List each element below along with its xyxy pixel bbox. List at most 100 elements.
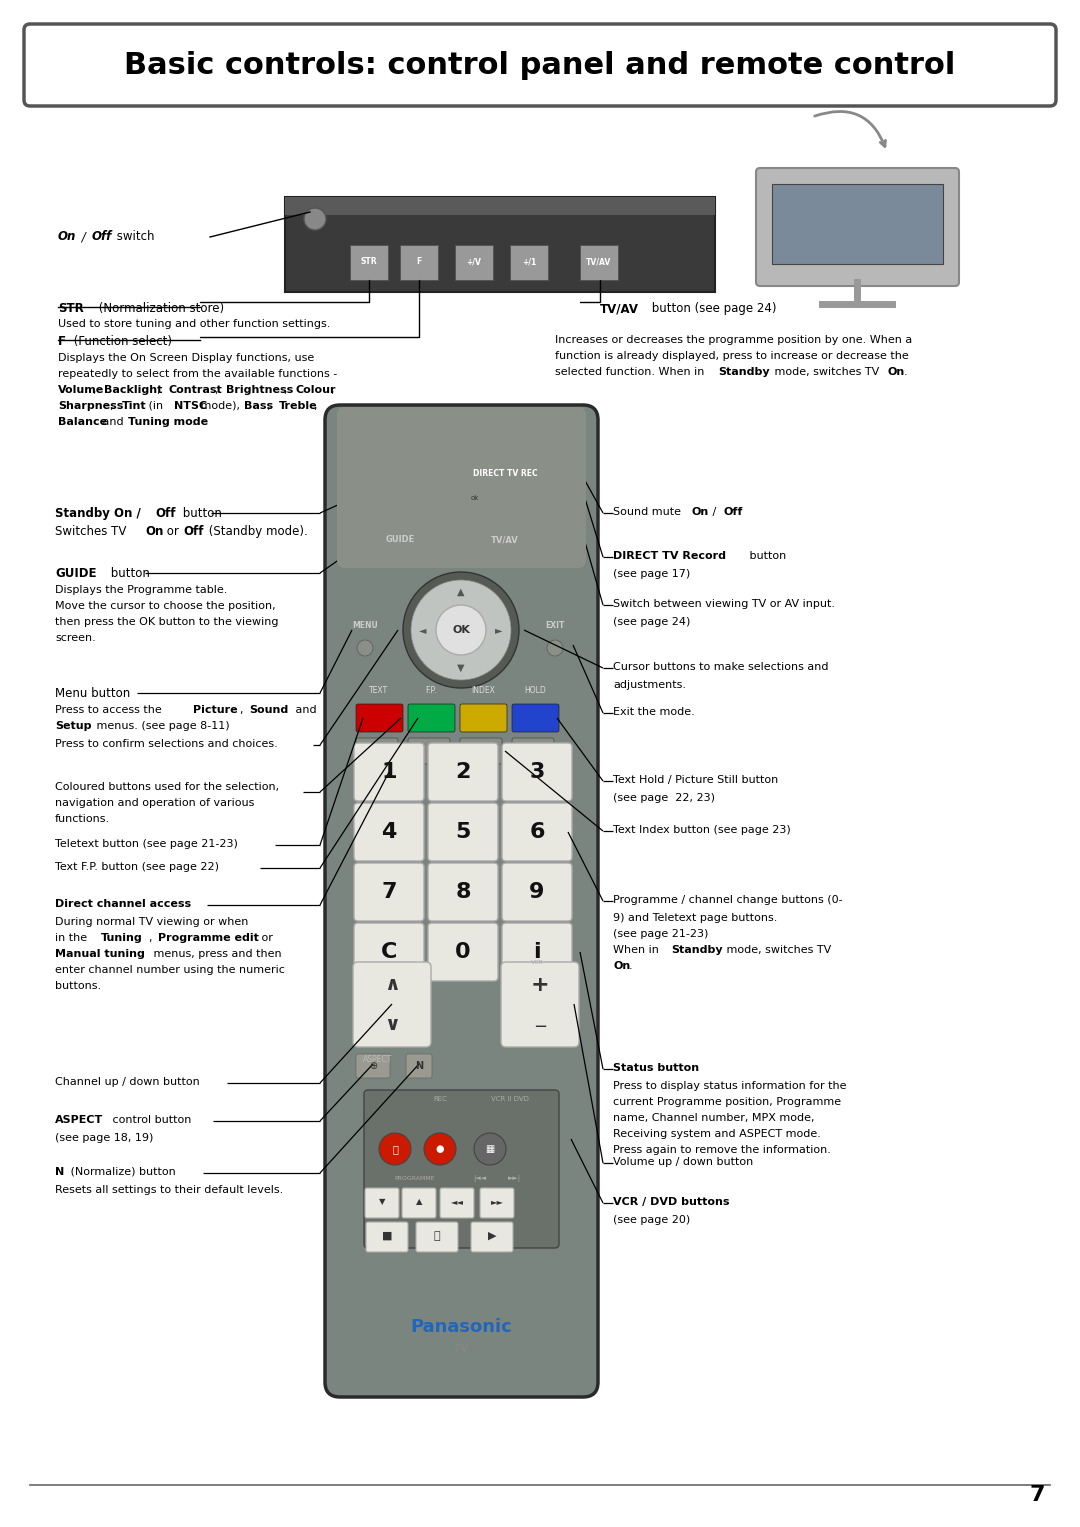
Text: On: On [145,525,163,538]
Text: and: and [292,705,316,715]
Text: 8: 8 [456,883,471,902]
Text: (see page 24): (see page 24) [613,617,690,628]
Text: .: . [629,960,633,971]
Text: VCR: VCR [530,960,543,965]
Text: 7: 7 [381,883,396,902]
Text: Menu button: Menu button [55,687,131,699]
FancyBboxPatch shape [24,24,1056,105]
Text: button: button [179,507,221,521]
Text: Balance: Balance [58,417,107,428]
Text: ,: , [284,385,292,395]
FancyBboxPatch shape [512,704,559,731]
Text: repeatedly to select from the available functions -: repeatedly to select from the available … [58,370,337,379]
Text: STR: STR [361,258,377,267]
Text: menus, press and then: menus, press and then [150,948,282,959]
Text: ASPECT: ASPECT [55,1115,104,1125]
Circle shape [411,580,511,680]
Text: Switch between viewing TV or AV input.: Switch between viewing TV or AV input. [613,599,835,609]
Circle shape [436,605,486,655]
FancyBboxPatch shape [408,704,455,731]
Text: mode, switches TV: mode, switches TV [723,945,832,954]
Circle shape [546,640,563,657]
Text: Contrast: Contrast [168,385,222,395]
FancyBboxPatch shape [402,1188,436,1219]
FancyBboxPatch shape [366,1222,408,1252]
Text: During normal TV viewing or when: During normal TV viewing or when [55,918,248,927]
Text: (see page  22, 23): (see page 22, 23) [613,793,715,803]
Text: (see page 17): (see page 17) [613,570,690,579]
Bar [350,244,388,279]
FancyBboxPatch shape [408,738,450,764]
Text: 9: 9 [529,883,544,902]
Text: (see page 18, 19): (see page 18, 19) [55,1133,153,1144]
Text: ,: , [149,933,156,944]
Text: Treble: Treble [279,402,318,411]
Text: Increases or decreases the programme position by one. When a: Increases or decreases the programme pos… [555,334,913,345]
FancyBboxPatch shape [354,803,424,861]
Text: VCR / DVD buttons: VCR / DVD buttons [613,1197,729,1206]
Text: name, Channel number, MPX mode,: name, Channel number, MPX mode, [613,1113,814,1122]
FancyBboxPatch shape [501,962,579,1048]
Text: ─: ─ [535,1019,545,1035]
Text: and: and [98,417,126,428]
Text: /: / [708,507,719,518]
Text: current Programme position, Programme: current Programme position, Programme [613,1096,841,1107]
Text: ∨: ∨ [384,1014,400,1034]
Text: 5: 5 [456,822,471,841]
Text: F: F [58,334,66,348]
Text: Brightness: Brightness [226,385,294,395]
Text: GUIDE: GUIDE [55,567,96,580]
Bar [510,244,548,279]
Circle shape [535,489,555,508]
Text: Sharpness: Sharpness [58,402,123,411]
Text: enter channel number using the numeric: enter channel number using the numeric [55,965,285,976]
Text: +/V: +/V [467,258,482,267]
FancyBboxPatch shape [512,738,554,764]
Text: Used to store tuning and other function settings.: Used to store tuning and other function … [58,319,330,328]
Text: ,: , [240,705,247,715]
Text: DIRECT TV Record: DIRECT TV Record [613,551,726,560]
Text: ●: ● [435,1144,444,1154]
Text: Status button: Status button [613,1063,699,1073]
Text: Teletext button (see page 21-23): Teletext button (see page 21-23) [55,838,238,849]
Text: Manual tuning: Manual tuning [55,948,145,959]
FancyBboxPatch shape [416,1222,458,1252]
Text: Panasonic: Panasonic [410,1318,512,1336]
Text: Direct channel access: Direct channel access [55,899,191,909]
Circle shape [403,573,519,689]
Text: Basic controls: control panel and remote control: Basic controls: control panel and remote… [124,50,956,79]
Text: ,: , [215,385,221,395]
Text: Volume up / down button: Volume up / down button [613,1157,753,1167]
Text: Move the cursor to choose the position,: Move the cursor to choose the position, [55,602,275,611]
Text: .: . [904,366,907,377]
Text: 1: 1 [381,762,396,782]
Circle shape [379,1133,411,1165]
Text: N: N [55,1167,64,1177]
Text: Text F.P. button (see page 22): Text F.P. button (see page 22) [55,863,219,872]
Text: ▶: ▶ [488,1231,496,1241]
Text: button: button [107,567,150,580]
Text: OK: OK [453,625,470,635]
Circle shape [474,1133,507,1165]
FancyBboxPatch shape [502,922,572,980]
Text: (Normalization store): (Normalization store) [95,302,225,315]
Text: On: On [613,960,631,971]
Text: in the: in the [55,933,91,944]
FancyBboxPatch shape [756,168,959,286]
Text: i: i [534,942,541,962]
Text: Backlight: Backlight [105,385,163,395]
Text: 0: 0 [455,942,471,962]
Text: buttons.: buttons. [55,980,102,991]
Text: 6: 6 [529,822,544,841]
Text: ▼: ▼ [379,1197,386,1206]
Text: menus. (see page 8-11): menus. (see page 8-11) [93,721,230,731]
Text: Off: Off [92,231,112,243]
FancyBboxPatch shape [460,738,502,764]
Text: ▲: ▲ [416,1197,422,1206]
Text: navigation and operation of various: navigation and operation of various [55,799,255,808]
Text: On: On [691,507,708,518]
Text: TV/AV: TV/AV [586,258,611,267]
Text: ,: , [313,402,316,411]
Text: ◄: ◄ [419,625,427,635]
Text: +/1: +/1 [522,258,536,267]
